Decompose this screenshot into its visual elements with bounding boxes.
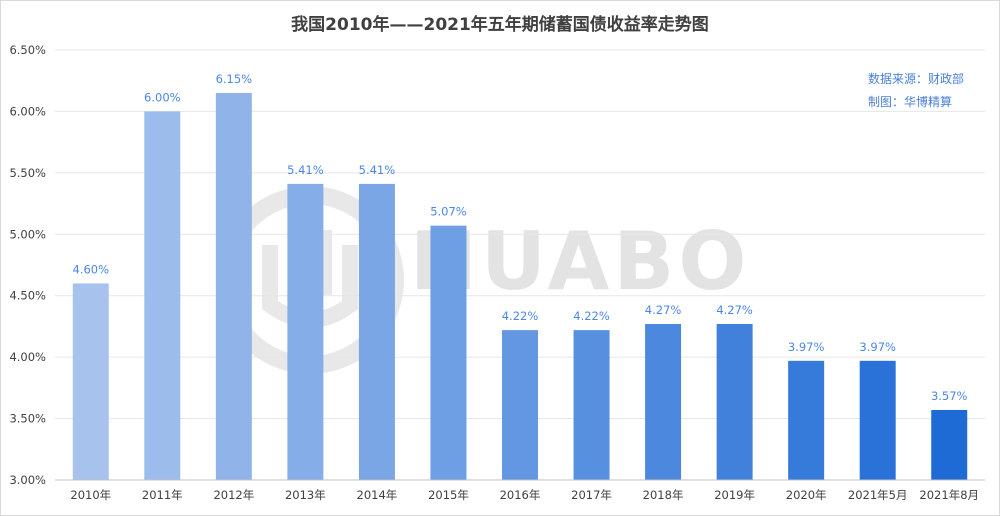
data-label: 4.22% — [573, 309, 610, 323]
bar — [72, 283, 109, 480]
data-label: 6.00% — [144, 90, 181, 104]
data-label: 4.22% — [502, 309, 539, 323]
x-tick-label: 2017年 — [571, 488, 612, 502]
bar — [502, 330, 538, 480]
source-annotation: 数据来源：财政部 制图：华博精算 — [868, 68, 964, 114]
x-tick-label: 2021年5月 — [848, 488, 908, 502]
value-label-layer: 4.60% 6.00% 6.15% 5.41% 5.41% 5.07% 4.22% 4.22%… — [72, 72, 967, 403]
y-tick-label: 5.00% — [9, 227, 46, 241]
chart-title: 我国2010年——2021年五年期储蓄国债收益率走势图 — [291, 15, 709, 35]
source-line: 数据来源：财政部 — [868, 72, 965, 86]
bar — [716, 323, 753, 480]
data-label: 3.97% — [788, 340, 825, 354]
x-tick-label: 2010年 — [70, 488, 111, 502]
bar — [358, 183, 395, 480]
bar — [144, 111, 181, 480]
data-label: 3.57% — [931, 389, 968, 403]
bar — [215, 93, 252, 480]
x-tick-label: 2014年 — [357, 488, 398, 502]
x-tick-label: 2015年 — [428, 488, 469, 502]
bar — [430, 225, 467, 480]
x-tick-label: 2021年8月 — [919, 488, 979, 502]
data-label: 4.27% — [716, 303, 753, 317]
x-tick-label: 2016年 — [500, 488, 541, 502]
bar — [859, 360, 896, 480]
bar — [931, 409, 968, 480]
data-label: 3.97% — [859, 340, 896, 354]
axis-layer: 3.00% 3.50% 4.00% 4.50% 5.00% 5.50% 6.00% 6.50%… — [9, 43, 985, 502]
x-tick-label: 2019年 — [714, 488, 755, 502]
data-label: 6.15% — [216, 72, 253, 86]
bar — [287, 183, 324, 480]
bar — [645, 323, 682, 480]
data-label: 5.41% — [359, 163, 396, 177]
data-label: 5.07% — [430, 205, 467, 219]
bar — [788, 360, 825, 480]
credit-line: 制图：华博精算 — [868, 95, 953, 109]
y-tick-label: 4.00% — [9, 350, 46, 364]
y-tick-label: 6.50% — [9, 43, 46, 57]
y-tick-label: 5.50% — [9, 166, 46, 180]
y-tick-label: 4.50% — [9, 289, 46, 303]
y-tick-label: 3.50% — [9, 412, 46, 426]
x-tick-label: 2011年 — [142, 488, 183, 502]
x-tick-label: 2018年 — [643, 488, 684, 502]
y-tick-label: 6.00% — [9, 104, 46, 118]
x-tick-label: 2020年 — [786, 488, 827, 502]
y-tick-label: 3.00% — [9, 473, 46, 487]
data-label: 4.27% — [645, 303, 682, 317]
data-label: 4.60% — [72, 262, 109, 276]
x-tick-label: 2012年 — [213, 488, 254, 502]
bar — [573, 330, 610, 480]
bar-layer — [72, 93, 968, 480]
data-label: 5.41% — [287, 163, 324, 177]
x-tick-label: 2013年 — [285, 488, 326, 502]
